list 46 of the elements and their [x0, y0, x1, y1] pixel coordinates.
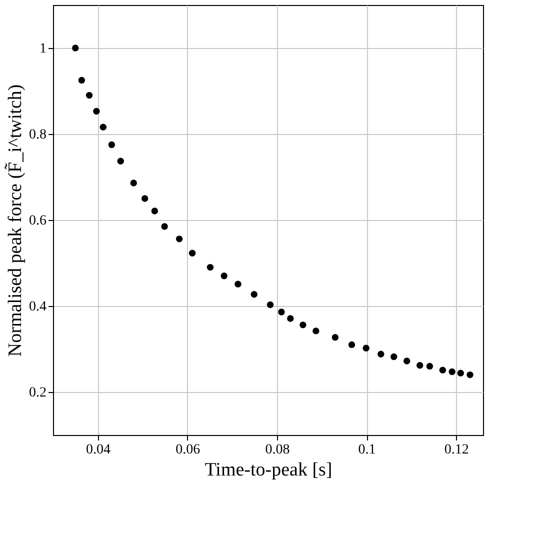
point: [234, 280, 242, 288]
y-tick-label: 0.4: [29, 300, 46, 314]
y-tick-label: 0.2: [29, 386, 46, 400]
x-tick-label: 0.06: [176, 442, 200, 458]
point: [278, 308, 285, 316]
point: [86, 92, 93, 99]
point: [176, 236, 183, 242]
point: [100, 124, 107, 130]
y-axis-title: Normalised peak force (F̃_i^twitch): [4, 84, 26, 357]
point: [378, 350, 384, 358]
x-tick-label: 0.12: [444, 442, 469, 458]
point: [161, 223, 168, 230]
point: [390, 353, 398, 360]
x-tick-label: 0.1: [358, 442, 376, 458]
point: [78, 76, 86, 84]
point: [448, 368, 456, 376]
point: [416, 362, 424, 369]
point: [130, 180, 137, 186]
point: [72, 44, 79, 52]
point: [266, 301, 274, 308]
y-tick-label: 0.8: [29, 128, 46, 142]
x-tick-label: 0.04: [86, 442, 111, 458]
point: [332, 334, 339, 341]
point: [93, 108, 100, 115]
point: [404, 358, 410, 364]
point: [348, 341, 356, 348]
point: [220, 272, 228, 280]
x-axis-title: Time-to-peak [s]: [204, 460, 332, 480]
point: [466, 371, 474, 378]
point: [457, 370, 464, 376]
point: [426, 362, 434, 370]
y-tick-label: 0.6: [29, 214, 46, 228]
point: [141, 195, 148, 202]
y-tick-label: 1: [40, 42, 46, 56]
point: [439, 366, 446, 374]
point: [312, 328, 320, 334]
point: [362, 344, 370, 352]
point: [206, 264, 214, 271]
point: [188, 250, 196, 256]
point: [151, 208, 158, 214]
x-tick-label: 0.08: [265, 442, 290, 458]
point: [300, 322, 306, 328]
point: [250, 291, 258, 298]
point: [287, 315, 294, 322]
point: [117, 158, 124, 164]
point: [108, 141, 116, 148]
